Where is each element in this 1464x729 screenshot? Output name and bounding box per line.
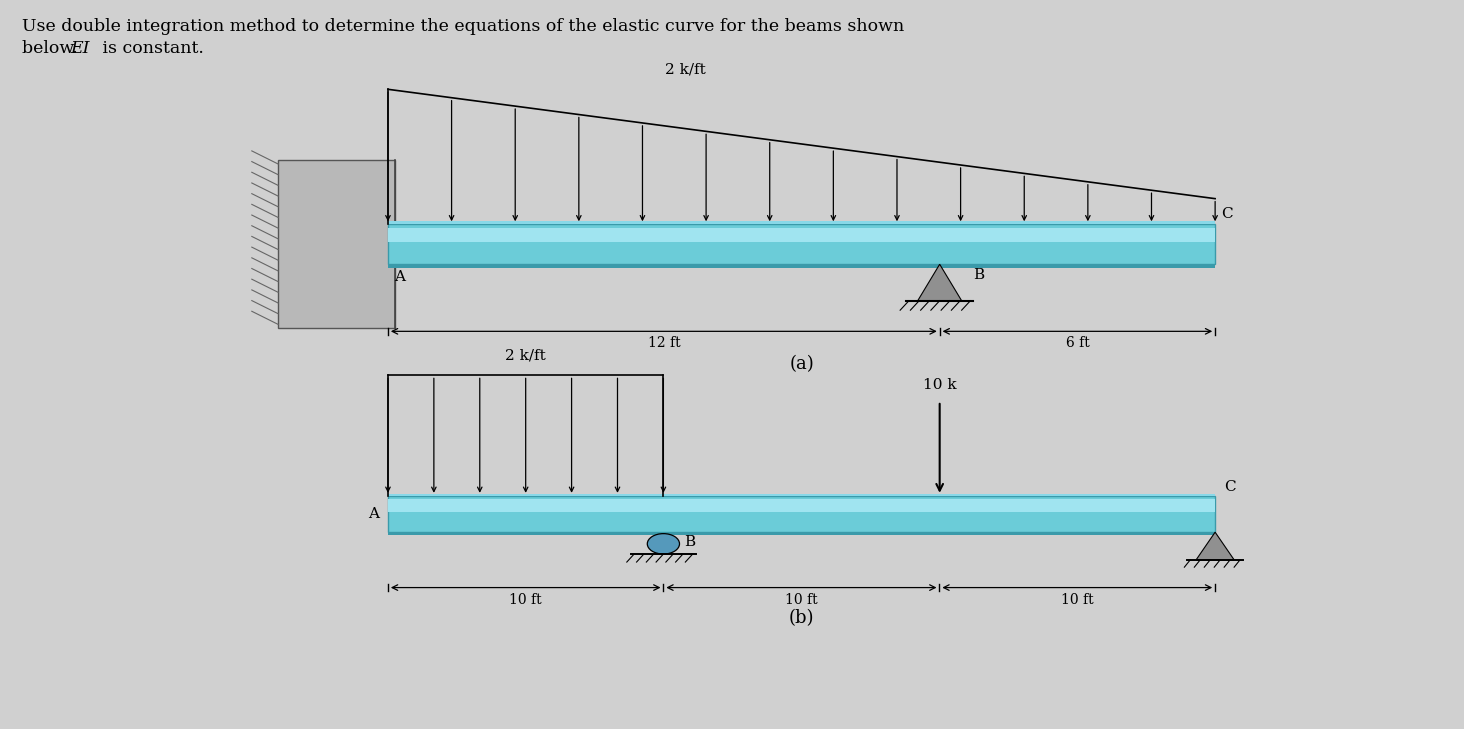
Text: 10 k: 10 k bbox=[922, 378, 956, 392]
Polygon shape bbox=[918, 264, 962, 300]
Bar bbox=[388, 228, 1215, 242]
Bar bbox=[388, 224, 1215, 264]
Text: below.: below. bbox=[22, 40, 83, 57]
Text: 2 k/ft: 2 k/ft bbox=[665, 62, 706, 77]
Bar bbox=[388, 222, 1215, 225]
Bar bbox=[278, 160, 395, 328]
Text: A: A bbox=[394, 270, 406, 284]
Text: 12 ft: 12 ft bbox=[647, 337, 681, 351]
Text: C: C bbox=[1221, 207, 1233, 222]
Ellipse shape bbox=[647, 534, 679, 554]
Text: C: C bbox=[1224, 480, 1236, 494]
Polygon shape bbox=[1196, 532, 1234, 560]
Text: 10 ft: 10 ft bbox=[1061, 593, 1094, 607]
Text: 10 ft: 10 ft bbox=[509, 593, 542, 607]
Text: 2 k/ft: 2 k/ft bbox=[505, 348, 546, 362]
Text: B: B bbox=[684, 535, 695, 549]
Bar bbox=[388, 496, 1215, 532]
Text: EI: EI bbox=[70, 40, 89, 57]
Text: A: A bbox=[367, 507, 379, 521]
Text: (a): (a) bbox=[789, 355, 814, 373]
Text: 6 ft: 6 ft bbox=[1066, 337, 1089, 351]
Text: 10 ft: 10 ft bbox=[785, 593, 818, 607]
Text: (b): (b) bbox=[789, 609, 814, 628]
Text: is constant.: is constant. bbox=[97, 40, 203, 57]
Bar bbox=[388, 494, 1215, 496]
Bar bbox=[388, 499, 1215, 512]
Text: Use double integration method to determine the equations of the elastic curve fo: Use double integration method to determi… bbox=[22, 18, 905, 35]
Text: B: B bbox=[974, 268, 984, 282]
Bar bbox=[388, 265, 1215, 268]
Bar bbox=[388, 532, 1215, 535]
